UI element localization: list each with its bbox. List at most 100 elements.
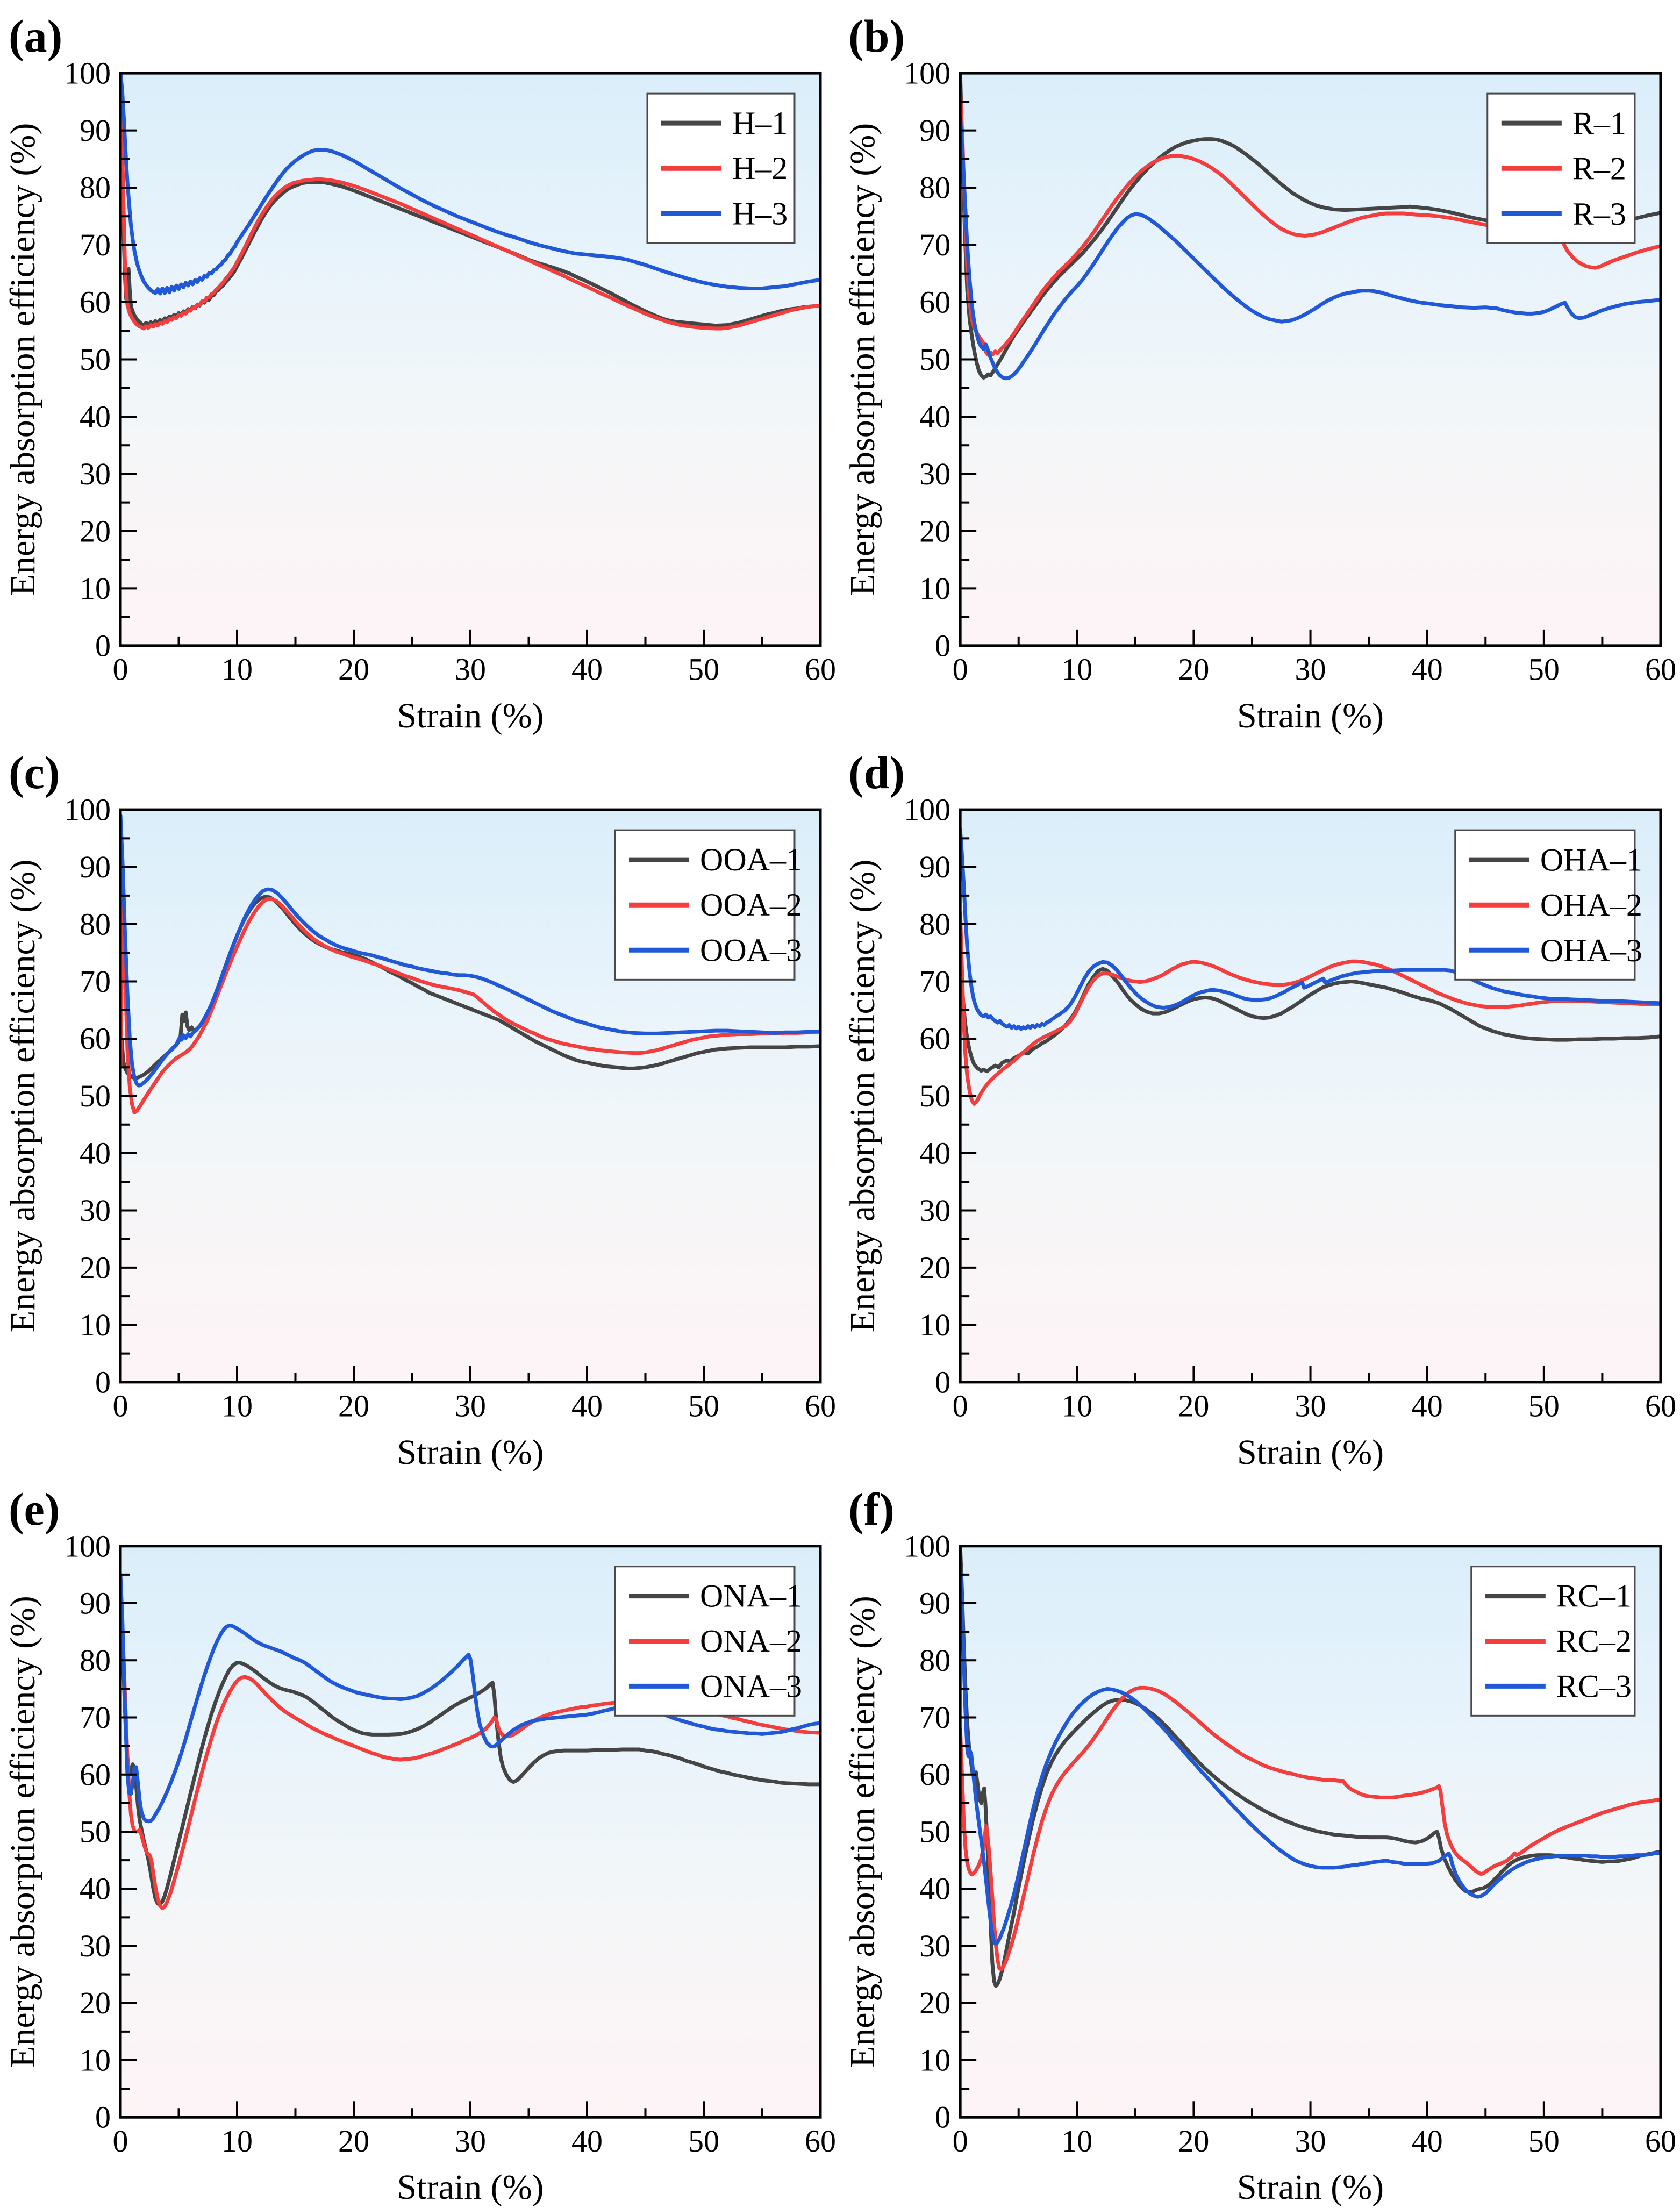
x-axis-title: Strain (%)	[397, 696, 544, 735]
series-group	[120, 73, 820, 331]
legend-label: OOA–3	[700, 932, 802, 968]
series-OHA–1	[960, 956, 1661, 1074]
svg-text:70: 70	[919, 1700, 950, 1735]
y-tick-labels: 0 10 20 30 40 50 60 70 80 90 100	[904, 792, 950, 1400]
x-tick-labels: 0 10 20 30 40 50 60	[112, 1388, 835, 1423]
svg-text:0: 0	[95, 1364, 111, 1399]
series-RC–2	[960, 1685, 1661, 1971]
y-axis-title: Energy absorption efficiency (%)	[843, 1596, 882, 2068]
svg-text:60: 60	[1645, 2124, 1676, 2159]
svg-text:90: 90	[80, 1586, 111, 1621]
svg-text:20: 20	[80, 513, 111, 548]
svg-text:0: 0	[112, 652, 128, 687]
ticks	[959, 1545, 1662, 2119]
svg-text:10: 10	[919, 1307, 950, 1342]
svg-text:40: 40	[919, 1135, 950, 1170]
y-tick-labels: 0 10 20 30 40 50 60 70 80 90 100	[64, 56, 111, 663]
ticks	[119, 72, 821, 647]
svg-text:0: 0	[113, 2124, 128, 2159]
svg-text:20: 20	[1178, 1388, 1209, 1423]
chart-b: 0 10 20 30 40 50 60 0 10 20 30 40 50 60 70 80 90 100 Strai…	[843, 10, 1676, 735]
svg-text:40: 40	[571, 652, 603, 687]
panel-c: 0 10 20 30 40 50 60 0 10 20 30 40 50 60 70 80 90 100 Strai…	[0, 737, 840, 1473]
svg-text:40: 40	[1412, 1388, 1443, 1423]
svg-text:40: 40	[80, 1871, 111, 1906]
legend: OHA–1 OHA–2 OHA–3	[1454, 829, 1642, 981]
svg-text:40: 40	[919, 399, 950, 434]
legend-label: R–2	[1572, 151, 1626, 187]
svg-text:10: 10	[80, 1307, 111, 1342]
svg-text:70: 70	[80, 227, 111, 262]
svg-text:30: 30	[455, 2124, 486, 2159]
svg-text:40: 40	[80, 399, 111, 434]
x-axis-title: Strain (%)	[1237, 696, 1384, 735]
svg-text:20: 20	[338, 652, 369, 687]
svg-text:80: 80	[919, 170, 950, 205]
ticks	[119, 809, 821, 1383]
legend-label: ONA–2	[700, 1624, 802, 1659]
svg-text:40: 40	[571, 2124, 603, 2159]
legend: R–1 R–2 R–3	[1486, 92, 1636, 244]
x-tick-labels: 0 10 20 30 40 50 60	[953, 652, 1676, 687]
svg-text:70: 70	[919, 227, 950, 262]
svg-text:40: 40	[80, 1135, 111, 1170]
y-tick-labels: 0 10 20 30 40 50 60 70 80 90 100	[904, 1528, 950, 2134]
svg-text:10: 10	[221, 652, 253, 687]
panel-letter: (d)	[848, 747, 905, 798]
x-axis-title: Strain (%)	[1237, 2168, 1384, 2207]
svg-text:30: 30	[455, 1388, 486, 1423]
svg-text:100: 100	[64, 792, 111, 827]
svg-text:90: 90	[80, 113, 111, 148]
legend-label: R–1	[1572, 105, 1626, 141]
svg-text:0: 0	[95, 628, 111, 663]
svg-text:30: 30	[80, 456, 111, 491]
svg-text:20: 20	[338, 1388, 369, 1423]
svg-text:60: 60	[1645, 652, 1676, 687]
ticks	[119, 1545, 821, 2119]
svg-text:90: 90	[919, 113, 950, 148]
y-axis-title: Energy absorption efficiency (%)	[3, 860, 42, 1333]
series-H–2	[120, 77, 820, 331]
series-group	[120, 813, 820, 1114]
svg-text:60: 60	[919, 1757, 950, 1792]
svg-text:10: 10	[80, 571, 111, 606]
svg-text:50: 50	[80, 1814, 111, 1849]
series-OOA–3	[120, 813, 820, 1088]
x-tick-labels: 0 10 20 30 40 50 60	[953, 1388, 1676, 1423]
legend-label: RC–3	[1556, 1668, 1632, 1704]
panel-a: 0 10 20 30 40 50 60 0 10 20 30 40 50 60 70 80 90 100 Strai…	[0, 0, 840, 737]
svg-text:50: 50	[688, 652, 719, 687]
y-tick-labels: 0 10 20 30 40 50 60 70 80 90 100	[904, 56, 950, 663]
svg-text:20: 20	[919, 513, 950, 548]
svg-text:80: 80	[919, 1643, 950, 1678]
legend-label: H–2	[732, 151, 788, 186]
svg-text:0: 0	[953, 2124, 968, 2159]
svg-text:60: 60	[80, 284, 111, 319]
panel-f: 0 10 20 30 40 50 60 0 10 20 30 40 50 60 70 80 90 100 Strai…	[840, 1473, 1680, 2208]
chart-f: 0 10 20 30 40 50 60 0 10 20 30 40 50 60 70 80 90 100 Strai…	[843, 1483, 1676, 2207]
svg-text:30: 30	[80, 1193, 111, 1228]
svg-text:60: 60	[805, 2124, 836, 2159]
legend-label: H–1	[732, 105, 788, 141]
y-axis-title: Energy absorption efficiency (%)	[843, 123, 882, 596]
svg-text:20: 20	[1178, 652, 1209, 687]
svg-text:100: 100	[64, 1528, 111, 1563]
legend-label: R–3	[1572, 196, 1626, 232]
series-RC–1	[960, 1546, 1661, 1988]
svg-text:80: 80	[80, 170, 111, 205]
svg-text:60: 60	[1645, 1388, 1676, 1423]
legend-label: ONA–3	[700, 1668, 802, 1704]
svg-text:40: 40	[1412, 652, 1443, 687]
svg-text:0: 0	[953, 652, 968, 687]
svg-text:60: 60	[805, 652, 836, 687]
svg-text:90: 90	[919, 849, 950, 884]
panel-letter: (c)	[9, 747, 60, 798]
legend: RC–1 RC–2 RC–3	[1470, 1566, 1636, 1717]
svg-text:40: 40	[571, 1388, 603, 1423]
chart-a: 0 10 20 30 40 50 60 0 10 20 30 40 50 60 70 80 90 100 Strai…	[3, 10, 836, 735]
svg-text:20: 20	[919, 1250, 950, 1285]
svg-text:70: 70	[919, 964, 950, 999]
series-group	[960, 1546, 1661, 1988]
series-R–3	[960, 114, 1661, 381]
panel-e: 0 10 20 30 40 50 60 0 10 20 30 40 50 60 70 80 90 100 Strai…	[0, 1473, 840, 2208]
